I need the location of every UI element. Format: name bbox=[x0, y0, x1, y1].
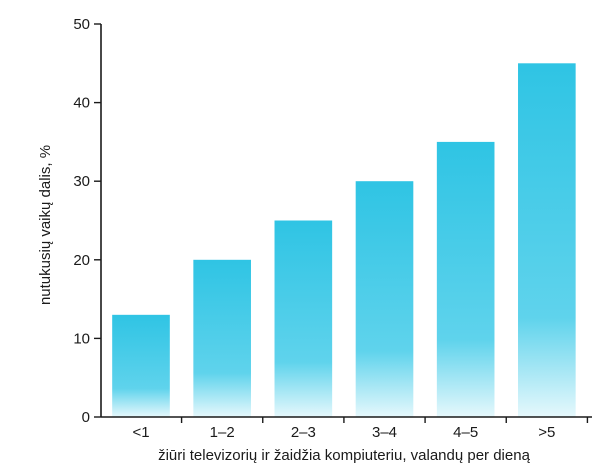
y-tick-label: 40 bbox=[73, 95, 90, 112]
x-tick-label: 3–4 bbox=[372, 424, 397, 441]
y-tick-label: 10 bbox=[73, 330, 90, 347]
y-axis-title: nutukusių vaikų dalis, % bbox=[37, 145, 54, 305]
x-axis-ticks: <1 1–2 2–3 3–4 4–5 >5 bbox=[132, 417, 589, 441]
bar-4 bbox=[436, 141, 495, 417]
y-tick-label: 50 bbox=[73, 16, 90, 33]
y-tick-label: 0 bbox=[82, 409, 90, 426]
bar-5 bbox=[518, 63, 576, 418]
x-tick-label: 1–2 bbox=[210, 424, 235, 441]
bar-0 bbox=[112, 314, 170, 417]
x-axis-title: žiūri televizorių ir žaidžia kompiuteriu… bbox=[158, 447, 531, 464]
bar-3 bbox=[355, 181, 414, 417]
x-tick-label: 2–3 bbox=[291, 424, 316, 441]
bar-1 bbox=[193, 259, 251, 417]
y-tick-label: 20 bbox=[73, 252, 90, 269]
bar-2 bbox=[274, 220, 333, 417]
x-tick-label: >5 bbox=[538, 424, 555, 441]
x-tick-label: 4–5 bbox=[453, 424, 478, 441]
y-axis-ticks: 0 10 20 30 40 50 bbox=[73, 16, 101, 426]
bars-group bbox=[112, 63, 576, 418]
y-tick-label: 30 bbox=[73, 173, 90, 190]
x-tick-label: <1 bbox=[132, 424, 149, 441]
